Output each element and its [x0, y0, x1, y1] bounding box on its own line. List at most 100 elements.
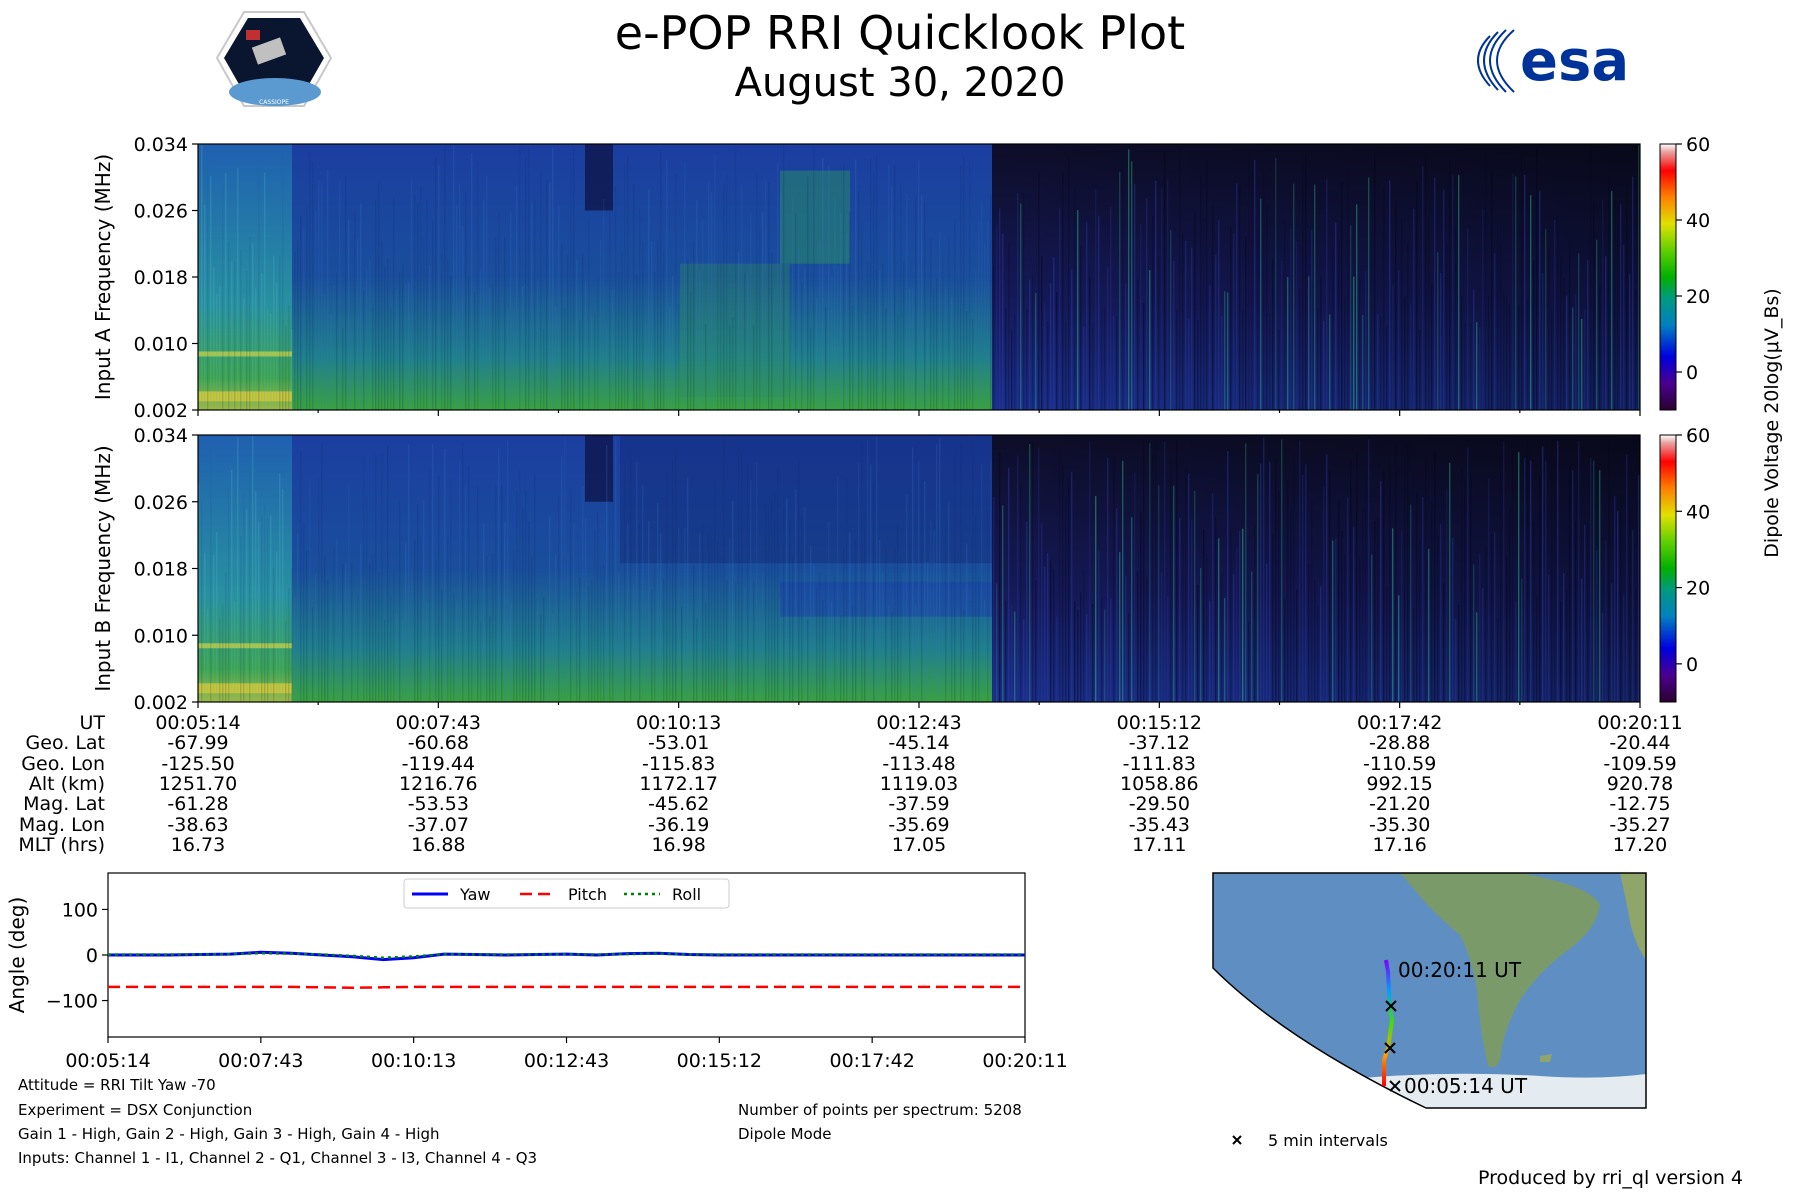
spectrogram-streak	[405, 543, 407, 702]
spectrogram-streak	[210, 176, 212, 410]
spectrogram-streak	[495, 485, 497, 702]
spectrogram-streak	[501, 322, 503, 410]
spectrogram-streak	[837, 265, 839, 410]
spectrogram-streak	[933, 529, 935, 702]
spectrogram-streak	[984, 243, 986, 410]
spectrogram-streak	[777, 467, 779, 702]
spectrogram-streak	[1101, 308, 1103, 410]
spectrogram-streak	[1044, 303, 1046, 410]
spectrogram-streak	[1224, 598, 1226, 702]
spectrogram-streak	[1311, 501, 1313, 702]
spectrogram-streak	[243, 298, 245, 410]
ephemeris-cell: -109.59	[1603, 752, 1677, 775]
spectrogram-streak	[1599, 470, 1601, 702]
spectrogram-streak	[1218, 220, 1220, 410]
spectrogram-streak	[1461, 295, 1463, 410]
spectrogram-streak	[1500, 243, 1502, 410]
spectrogram-streak	[429, 265, 431, 410]
spectrogram-streak	[1338, 501, 1340, 702]
spectrogram-streak	[918, 461, 920, 702]
spectrogram-streak	[420, 535, 422, 702]
spectrogram-streak	[1002, 233, 1004, 410]
spectrogram-streak	[696, 200, 698, 410]
spectrogram-streak	[1626, 454, 1628, 702]
ephemeris-cell: -53.01	[648, 732, 710, 755]
spectrogram-streak	[270, 313, 272, 410]
spectrogram-streak	[360, 203, 362, 410]
colorbar-tick-label: 40	[1686, 501, 1710, 523]
spectrogram-streak	[1497, 617, 1499, 702]
spectrogram-streak	[1269, 461, 1271, 702]
spectrogram-streak	[690, 614, 692, 702]
spectrogram-streak	[384, 265, 386, 410]
spectrogram-streak	[1593, 201, 1595, 410]
spectrogram-streak	[1272, 533, 1274, 702]
spectrogram-streak	[1110, 207, 1112, 410]
spectrogram-streak	[408, 444, 410, 702]
spectrogram-streak	[516, 185, 518, 410]
spectrogram-streak	[246, 271, 248, 410]
spectrogram-streak	[1026, 309, 1028, 410]
spectrogram-streak	[303, 521, 305, 702]
spectrogram-streak	[555, 554, 557, 702]
spectrogram-streak	[1536, 149, 1538, 410]
spectrogram-streak	[1065, 497, 1067, 702]
ephemeris-cell: -35.69	[888, 813, 950, 836]
spectrogram-streak	[1566, 590, 1568, 702]
spectrogram-streak	[1038, 173, 1040, 410]
ephemeris-cell: 992.15	[1366, 772, 1433, 795]
inputs-note: Inputs: Channel 1 - I1, Channel 2 - Q1, …	[18, 1149, 538, 1167]
spectrogram-streak	[492, 284, 494, 410]
spectrogram-streak	[927, 562, 929, 702]
ephemeris-cell: 00:17:42	[1356, 712, 1443, 734]
y-axis-label: Angle (deg)	[5, 897, 29, 1014]
spectrogram-streak	[1605, 256, 1607, 410]
spectrogram-streak	[291, 329, 293, 410]
ephemeris-cell: -115.83	[641, 752, 716, 775]
mode-note: Dipole Mode	[738, 1125, 832, 1143]
colorbar-tick-label: 60	[1686, 425, 1710, 447]
spectrogram-streak	[291, 568, 293, 702]
spectrogram-streak	[843, 163, 845, 410]
spectrogram-streak	[1077, 210, 1079, 410]
spectrogram-streak	[597, 277, 599, 410]
spectrogram-streak	[330, 314, 332, 410]
spectrogram-streak	[951, 297, 953, 410]
spectrogram-streak	[252, 243, 254, 410]
spectrogram-streak	[321, 182, 323, 410]
spectrogram-streak	[936, 444, 938, 702]
spectrogram-streak	[600, 567, 602, 702]
y-axis-label: Input B Frequency (MHz)	[91, 445, 115, 691]
spectrogram-streak	[582, 486, 584, 702]
spectrogram-streak	[1497, 224, 1499, 410]
spectrogram-streak	[342, 328, 344, 410]
spectrogram-streak	[1437, 252, 1439, 410]
spectrogram-streak	[1623, 244, 1625, 410]
spectrogram-streak	[1182, 232, 1184, 410]
spectrogram-streak	[483, 200, 485, 410]
attitude-legend: Yaw Pitch Roll	[403, 878, 730, 909]
spectrogram-streak	[1215, 254, 1217, 410]
x-tick-label: 00:05:14	[65, 1050, 150, 1072]
spectrogram-streak	[1239, 185, 1241, 410]
y-tick-label: 0.018	[134, 559, 188, 581]
spectrogram-streak	[915, 196, 917, 410]
y-tick-label: 0.002	[134, 400, 188, 422]
spectrogram-streak	[792, 198, 794, 410]
spectrogram-streak	[1425, 456, 1427, 702]
spectrogram-streak	[756, 462, 758, 702]
ephemeris-cell: -110.59	[1362, 752, 1437, 775]
spectrogram-streak	[666, 473, 668, 702]
spectrogram-streak	[510, 211, 512, 410]
spectrogram-streak	[1491, 533, 1493, 702]
ephemeris-cell: -35.43	[1128, 813, 1190, 836]
spectrogram-feature	[585, 435, 613, 502]
spectrogram-streak	[1035, 580, 1037, 702]
spectrogram-streak	[489, 288, 491, 410]
spectrogram-streak	[1440, 523, 1442, 702]
spectrogram-streak	[603, 198, 605, 410]
spectrogram-streak	[1377, 517, 1379, 702]
spectrogram-streak	[546, 180, 548, 410]
spectrogram-streak	[204, 204, 206, 410]
spectrogram-streak	[1224, 291, 1226, 410]
